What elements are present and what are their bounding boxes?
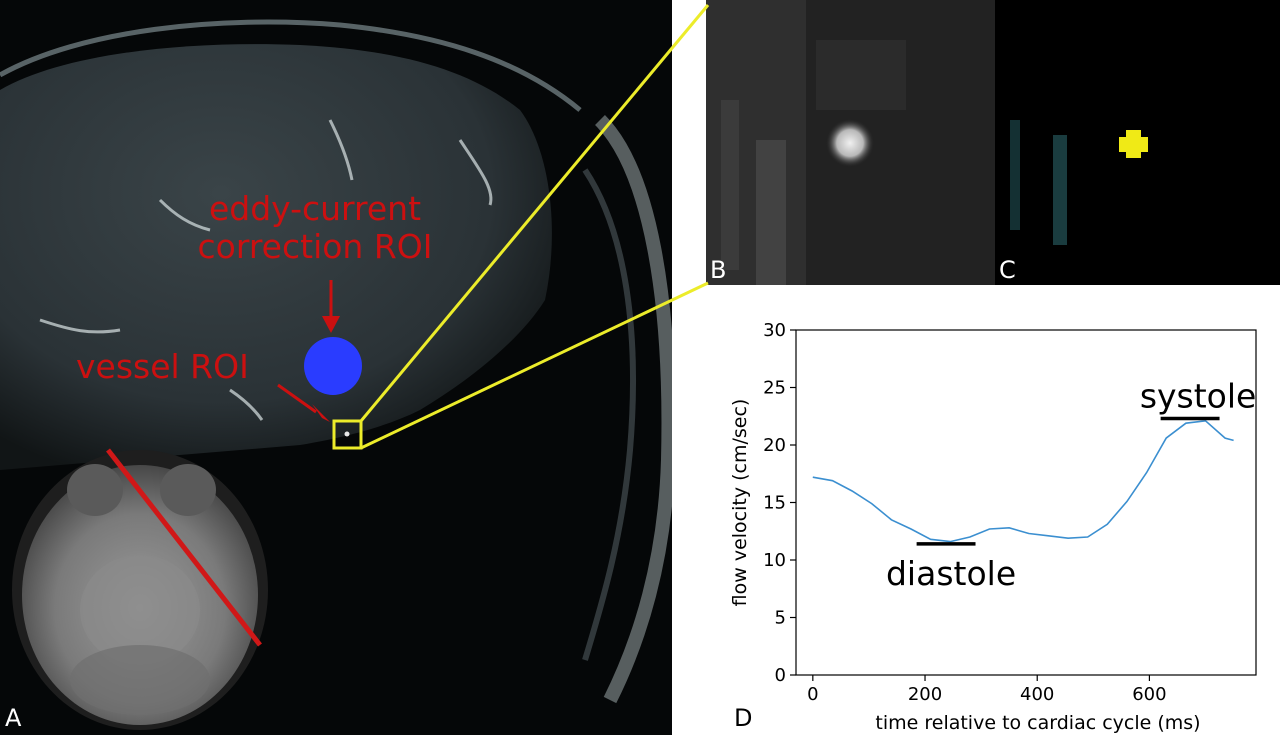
segmentation-mask	[995, 0, 1280, 285]
x-tick-label: 0	[807, 684, 818, 705]
y-axis-label: flow velocity (cm/sec)	[729, 399, 751, 607]
panel-b-magnified-image: B	[706, 0, 995, 285]
panel-a-sagittal-image: eddy-current correction ROI vessel ROI A	[0, 0, 672, 735]
panel-b-label: B	[710, 256, 727, 284]
annotation-arrows	[277, 280, 340, 422]
y-tick-label: 30	[763, 320, 786, 341]
diastole-label: diastole	[886, 554, 1016, 593]
x-tick-label: 400	[1020, 684, 1054, 705]
skull-rim-inner	[582, 168, 636, 661]
panel-c-segmentation: C	[995, 0, 1280, 285]
y-tick-label: 15	[763, 493, 786, 514]
eddy-current-roi-label: eddy-current correction ROI	[197, 189, 433, 266]
vessel-roi-dot	[344, 431, 350, 437]
vessel-roi-label: vessel ROI	[76, 347, 249, 386]
slice-line	[106, 448, 262, 647]
vessel-mask	[1119, 130, 1148, 158]
flow-velocity-series	[812, 419, 1234, 543]
y-tick-label: 10	[763, 550, 786, 571]
magnified-magnitude-image	[706, 0, 995, 285]
x-tick-label: 200	[908, 684, 942, 705]
systole-label: systole	[1140, 377, 1257, 416]
panel-d-flow-chart: 0 200 400 600 0 5 10 15 20 25 30 diastole systole t…	[706, 295, 1280, 735]
panel-a-label: A	[5, 704, 22, 732]
x-tick-label: 600	[1132, 684, 1166, 705]
flow-velocity-chart: 0 200 400 600 0 5 10 15 20 25 30 diastole systole t…	[729, 320, 1257, 734]
y-tick-label: 25	[763, 378, 786, 399]
y-tick-label: 5	[775, 608, 786, 629]
panel-d-label: D	[734, 704, 753, 732]
y-tick-label: 0	[775, 665, 786, 686]
eddy-current-roi	[304, 337, 362, 395]
x-axis-label: time relative to cardiac cycle (ms)	[875, 712, 1200, 734]
axial-inset	[12, 450, 268, 730]
y-tick-label: 20	[763, 435, 786, 456]
vessel-cross-section	[826, 119, 874, 167]
panel-c-label: C	[999, 256, 1016, 284]
